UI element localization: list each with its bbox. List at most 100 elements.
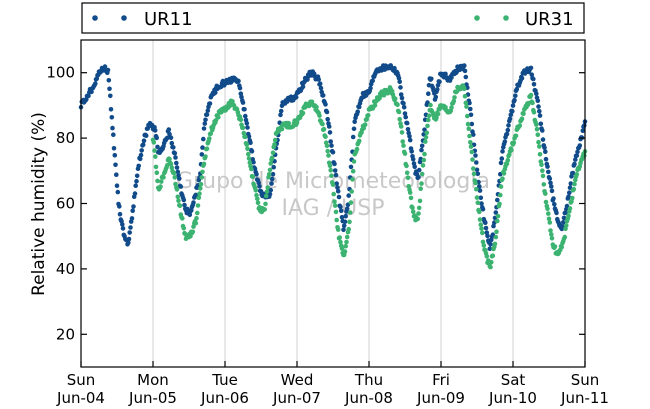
data-point	[356, 138, 362, 144]
data-point	[262, 207, 268, 212]
data-point	[548, 228, 553, 233]
data-point	[499, 156, 505, 161]
data-point	[269, 155, 275, 160]
data-point	[540, 137, 546, 142]
data-point	[471, 166, 476, 171]
data-point	[151, 140, 157, 145]
grid	[152, 40, 514, 367]
data-point	[498, 184, 504, 189]
data-point	[111, 132, 116, 137]
data-point	[396, 109, 402, 115]
data-point	[467, 133, 472, 139]
data-point	[246, 134, 252, 139]
data-point	[346, 226, 352, 232]
data-point	[478, 222, 484, 227]
data-point	[488, 242, 493, 247]
data-point	[264, 189, 270, 194]
data-point	[519, 116, 525, 121]
data-point	[468, 112, 474, 118]
data-point	[403, 114, 409, 120]
data-point	[473, 180, 478, 186]
data-point	[110, 125, 115, 131]
data-point	[270, 171, 276, 177]
data-point	[418, 186, 424, 191]
data-point	[190, 229, 196, 235]
data-point	[175, 169, 181, 175]
data-point	[320, 93, 326, 98]
data-point	[178, 184, 184, 189]
data-point	[468, 140, 473, 145]
data-point	[552, 202, 557, 207]
data-point	[243, 113, 248, 119]
data-point	[181, 225, 187, 231]
data-point	[131, 204, 136, 209]
data-point	[473, 153, 478, 158]
data-point	[407, 134, 412, 139]
data-point	[577, 143, 583, 148]
data-point	[401, 143, 406, 148]
y-axis-label: Relative humidity (%)	[29, 112, 49, 296]
data-point	[561, 215, 567, 221]
x-tick-label-day: Sun	[67, 371, 96, 389]
data-point	[244, 142, 250, 148]
data-point	[325, 148, 331, 154]
data-point	[477, 188, 483, 193]
data-point	[511, 140, 517, 146]
data-point	[348, 200, 354, 205]
data-point	[575, 149, 580, 155]
data-point	[536, 139, 541, 145]
data-point	[115, 189, 121, 195]
data-point	[249, 149, 255, 154]
data-point	[423, 135, 429, 140]
data-point	[493, 234, 499, 240]
data-point	[534, 126, 540, 132]
data-point	[154, 135, 159, 141]
data-point	[370, 78, 376, 83]
data-point	[498, 192, 503, 198]
data-point	[474, 160, 479, 165]
data-point	[549, 232, 554, 237]
data-point	[326, 124, 332, 129]
data-point	[545, 164, 550, 169]
data-point	[194, 216, 199, 221]
data-point	[253, 187, 259, 193]
data-point	[323, 102, 328, 107]
data-point	[416, 211, 421, 216]
data-point	[336, 194, 342, 200]
data-point	[207, 136, 212, 141]
data-point	[187, 212, 193, 218]
data-point	[452, 95, 457, 100]
data-point	[397, 116, 403, 122]
data-point	[510, 103, 516, 108]
data-point	[543, 156, 549, 162]
data-point	[483, 220, 488, 225]
data-point	[535, 132, 541, 137]
data-point	[332, 168, 338, 173]
data-point	[204, 112, 210, 117]
data-point	[346, 193, 352, 198]
data-point	[477, 184, 482, 189]
data-point	[326, 153, 331, 158]
x-tick-label-day: Thu	[354, 371, 383, 389]
data-point	[344, 206, 350, 212]
data-point	[400, 139, 406, 144]
data-point	[300, 84, 306, 90]
data-point	[543, 199, 549, 205]
data-point	[305, 77, 310, 82]
data-point	[364, 116, 370, 122]
data-point	[540, 128, 545, 133]
x-tick-label-date: Jun-09	[416, 389, 465, 407]
data-point	[254, 172, 259, 177]
data-point	[317, 81, 323, 86]
data-point	[318, 85, 324, 91]
data-point	[425, 123, 430, 129]
data-point	[317, 113, 322, 118]
data-point	[399, 130, 405, 135]
data-point	[574, 153, 580, 158]
x-tick-label-day: Tue	[211, 371, 238, 389]
x-tick-label-day: Sun	[571, 371, 600, 389]
data-point	[207, 101, 213, 106]
data-point	[402, 151, 408, 156]
data-point	[335, 188, 341, 194]
